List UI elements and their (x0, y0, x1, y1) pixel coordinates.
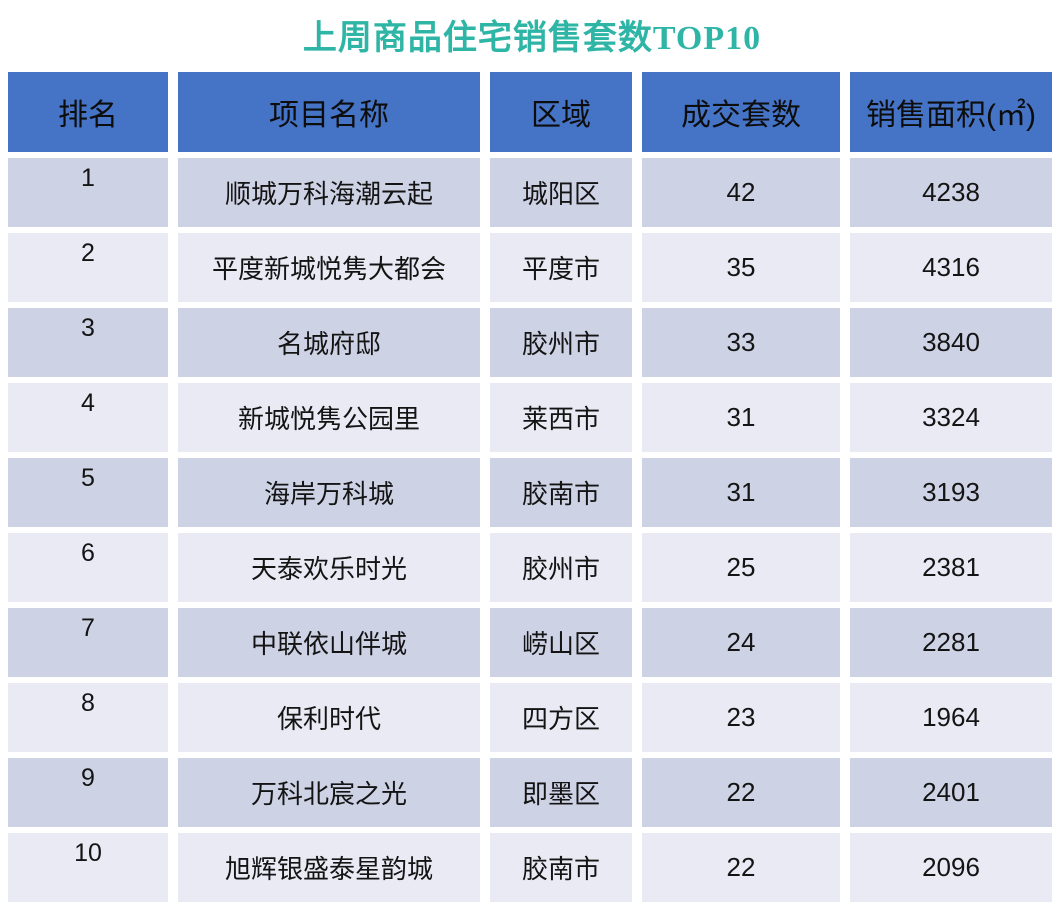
units-cell: 31 (642, 458, 840, 527)
area-cell: 2281 (850, 608, 1052, 677)
district-cell: 胶南市 (490, 458, 632, 527)
rank-cell: 5 (8, 458, 168, 527)
district-cell: 四方区 (490, 683, 632, 752)
project-cell: 顺城万科海潮云起 (178, 158, 480, 227)
rank-cell: 10 (8, 833, 168, 902)
units-cell: 22 (642, 833, 840, 902)
header-district: 区域 (490, 72, 632, 152)
project-cell: 中联依山伴城 (178, 608, 480, 677)
units-cell: 22 (642, 758, 840, 827)
project-cell: 新城悦隽公园里 (178, 383, 480, 452)
units-cell: 33 (642, 308, 840, 377)
district-cell: 胶州市 (490, 533, 632, 602)
district-cell: 即墨区 (490, 758, 632, 827)
units-cell: 35 (642, 233, 840, 302)
rank-cell: 3 (8, 308, 168, 377)
sales-top10-table: 排名 项目名称 区域 成交套数 销售面积(㎡) 1 顺城万科海潮云起 城阳区 4… (8, 72, 1052, 902)
area-cell: 1964 (850, 683, 1052, 752)
rank-cell: 2 (8, 233, 168, 302)
project-cell: 天泰欢乐时光 (178, 533, 480, 602)
header-area: 销售面积(㎡) (850, 72, 1052, 152)
page-title: 上周商品住宅销售套数TOP10 (302, 20, 762, 57)
project-cell: 万科北宸之光 (178, 758, 480, 827)
units-cell: 23 (642, 683, 840, 752)
rank-cell: 9 (8, 758, 168, 827)
project-cell: 保利时代 (178, 683, 480, 752)
area-cell: 4316 (850, 233, 1052, 302)
district-cell: 胶州市 (490, 308, 632, 377)
units-cell: 42 (642, 158, 840, 227)
district-cell: 崂山区 (490, 608, 632, 677)
rank-cell: 8 (8, 683, 168, 752)
district-cell: 城阳区 (490, 158, 632, 227)
project-cell: 旭辉银盛泰星韵城 (178, 833, 480, 902)
rank-cell: 1 (8, 158, 168, 227)
area-cell: 2381 (850, 533, 1052, 602)
area-cell: 3193 (850, 458, 1052, 527)
area-cell: 2401 (850, 758, 1052, 827)
area-cell: 3840 (850, 308, 1052, 377)
rank-cell: 7 (8, 608, 168, 677)
area-cell: 3324 (850, 383, 1052, 452)
rank-cell: 4 (8, 383, 168, 452)
area-cell: 4238 (850, 158, 1052, 227)
units-cell: 31 (642, 383, 840, 452)
project-cell: 名城府邸 (178, 308, 480, 377)
header-units: 成交套数 (642, 72, 840, 152)
units-cell: 24 (642, 608, 840, 677)
rank-cell: 6 (8, 533, 168, 602)
district-cell: 胶南市 (490, 833, 632, 902)
district-cell: 平度市 (490, 233, 632, 302)
header-project: 项目名称 (178, 72, 480, 152)
area-cell: 2096 (850, 833, 1052, 902)
project-cell: 海岸万科城 (178, 458, 480, 527)
project-cell: 平度新城悦隽大都会 (178, 233, 480, 302)
district-cell: 莱西市 (490, 383, 632, 452)
header-rank: 排名 (8, 72, 168, 152)
units-cell: 25 (642, 533, 840, 602)
